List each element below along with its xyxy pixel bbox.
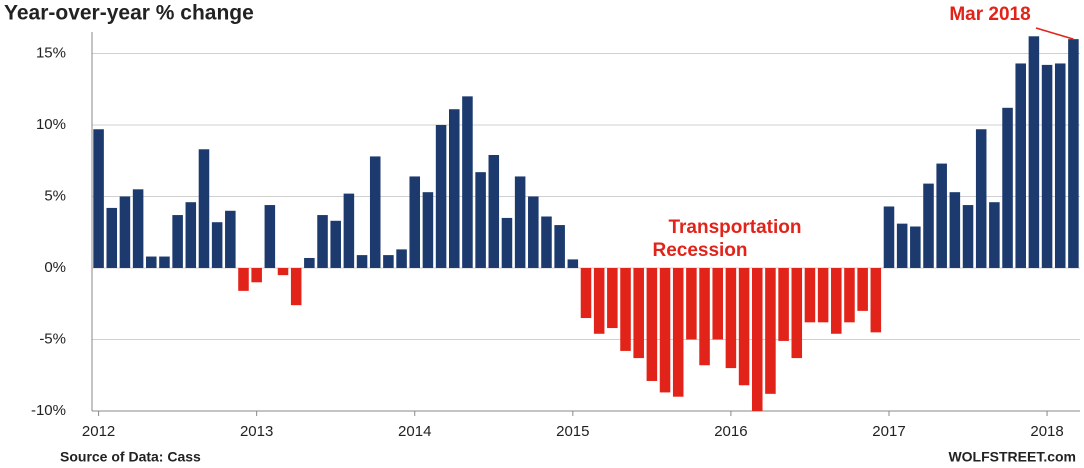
bar	[106, 207, 118, 268]
bar	[356, 255, 368, 268]
bar	[646, 267, 658, 381]
bar	[264, 205, 276, 268]
bar	[738, 267, 750, 386]
annotation: Transportation	[668, 217, 801, 238]
bar	[211, 222, 223, 268]
bar	[475, 172, 486, 268]
bar	[778, 267, 789, 341]
x-tick-label: 2016	[714, 423, 747, 440]
bar	[146, 256, 157, 268]
annotation: Mar 2018	[949, 4, 1030, 25]
bar	[462, 96, 473, 268]
bar	[369, 156, 381, 268]
x-tick-label: 2018	[1030, 423, 1063, 440]
bar	[304, 257, 315, 268]
y-tick-label: -5%	[39, 330, 66, 347]
bar	[672, 267, 684, 397]
bar	[725, 267, 737, 369]
bar	[580, 267, 592, 319]
bar	[396, 249, 407, 268]
bar	[1028, 36, 1040, 268]
bar	[277, 267, 289, 276]
x-tick-label: 2014	[398, 423, 431, 440]
credit: WOLFSTREET.com	[948, 449, 1076, 465]
bar	[528, 196, 539, 268]
bar	[817, 267, 829, 323]
bar	[567, 259, 579, 268]
bar	[488, 154, 500, 268]
bar	[844, 267, 855, 323]
bar	[93, 129, 104, 268]
bar	[448, 109, 460, 268]
y-tick-label: 10%	[36, 116, 66, 133]
bar	[251, 267, 262, 283]
bar	[330, 220, 341, 268]
y-tick-label: 0%	[44, 259, 66, 276]
bar	[870, 267, 882, 333]
bar	[290, 267, 302, 306]
bar	[923, 183, 934, 268]
bar	[791, 267, 803, 359]
bar	[159, 256, 170, 268]
bar	[975, 129, 987, 268]
bar	[1041, 64, 1053, 268]
bar	[910, 226, 921, 268]
bar	[501, 217, 513, 268]
bar	[962, 205, 974, 268]
annotation-leader	[1035, 27, 1074, 40]
y-tick-label: 15%	[36, 44, 66, 61]
bar	[1054, 63, 1066, 268]
bar	[514, 176, 526, 268]
bar	[317, 215, 328, 268]
bar	[383, 255, 394, 268]
bar	[225, 210, 236, 268]
bar	[607, 267, 618, 329]
bar	[409, 176, 421, 268]
bar	[936, 163, 947, 268]
bar	[198, 149, 210, 268]
bar	[712, 267, 724, 340]
chart-title: Year-over-year % change	[4, 2, 254, 25]
bar	[765, 267, 776, 394]
bar	[554, 225, 565, 268]
bar	[435, 124, 447, 268]
bar	[422, 192, 434, 268]
annotation: Recession	[652, 240, 747, 261]
source-note: Source of Data: Cass	[60, 449, 201, 465]
bar	[343, 193, 355, 268]
bar	[1002, 107, 1013, 268]
bar	[132, 189, 144, 268]
bar	[119, 196, 131, 268]
bar	[620, 267, 631, 351]
bar	[1015, 63, 1026, 268]
bar	[751, 267, 763, 411]
bar	[699, 267, 710, 366]
bar	[185, 202, 197, 268]
bar	[686, 267, 697, 340]
bar	[593, 267, 605, 334]
bar	[989, 202, 1000, 268]
bar	[659, 267, 671, 393]
y-tick-label: 5%	[44, 187, 66, 204]
x-tick-label: 2015	[556, 423, 589, 440]
bar	[541, 216, 552, 268]
bar	[896, 223, 908, 268]
bar	[1068, 39, 1079, 268]
x-tick-label: 2012	[82, 423, 115, 440]
bar	[883, 206, 895, 268]
x-tick-label: 2017	[872, 423, 905, 440]
bar	[804, 267, 816, 323]
bar	[857, 267, 868, 311]
bar	[238, 267, 249, 291]
bar	[633, 267, 644, 359]
bar	[172, 215, 183, 268]
x-tick-label: 2013	[240, 423, 273, 440]
y-tick-label: -10%	[31, 402, 66, 419]
bar	[949, 192, 961, 268]
bar	[831, 267, 842, 334]
